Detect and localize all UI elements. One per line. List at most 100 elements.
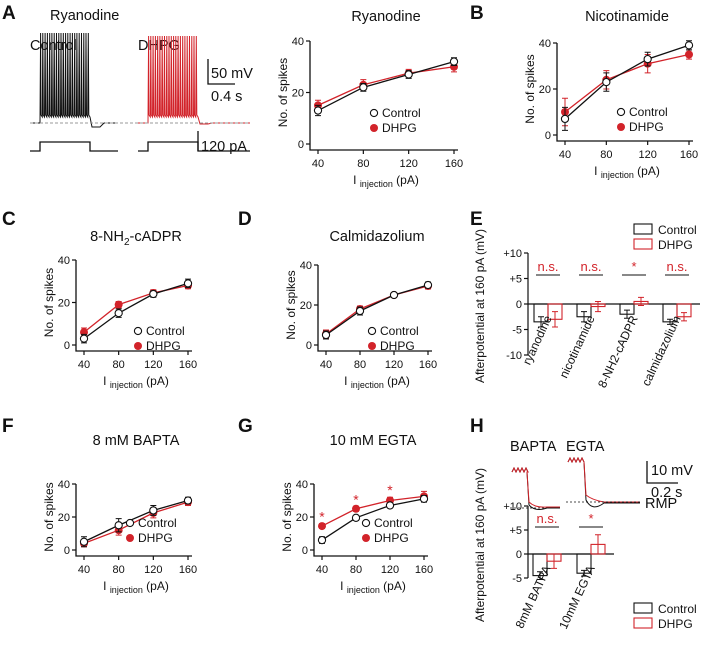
- chart-a-title: Ryanodine: [351, 9, 420, 25]
- chart-a-legend-dhpg: DHPG: [382, 121, 417, 135]
- chart-f-legend-dhpg-marker: [126, 534, 134, 542]
- chart-d-legend-dhpg-marker: [368, 342, 376, 350]
- chart-g-significance-star: *: [387, 482, 393, 498]
- chart-c-xtick-label: 80: [113, 359, 125, 371]
- chart-d-calmidazolium: Calmidazolium 0 20 40 40 80 120 160 No. of spike…: [284, 229, 437, 390]
- chart-h-dhpg-errorbar: [551, 553, 557, 569]
- panel-h-traces: BAPTA EGTA RMP 10 mV 0.2 s: [510, 439, 693, 512]
- chart-c-legend-dhpg-marker: [134, 342, 142, 350]
- chart-d-legend-control-marker: [367, 326, 377, 336]
- chart-h-significance-label: *: [588, 511, 593, 526]
- chart-g-control-point: [419, 494, 429, 503]
- chart-g-legend-dhpg-marker: [362, 534, 370, 542]
- chart-d-legend-dhpg: DHPG: [380, 339, 415, 353]
- egta-dhpg-trace: [567, 456, 640, 503]
- chart-a-xtick-label: 40: [312, 158, 324, 170]
- chart-e-control-errorbar: [667, 318, 673, 325]
- chart-d-control-point: [389, 290, 399, 300]
- panel-letter-c: C: [2, 209, 16, 230]
- chart-e-legend-dhpg: DHPG: [658, 238, 693, 252]
- chart-f-xtick-label: 80: [113, 564, 125, 576]
- chart-a-control-point: [359, 83, 368, 92]
- chart-g-egta: 10 mM EGTA 0 20 40 40 80 120 160 No. of spikes I …: [280, 433, 433, 595]
- chart-d-xtick-label: 160: [419, 359, 437, 371]
- chart-a-control-point: [449, 57, 459, 66]
- chart-a-xtick-label: 160: [445, 158, 463, 170]
- chart-f-title: 8 mM BAPTA: [93, 433, 180, 449]
- rmp-label: RMP: [645, 496, 677, 512]
- chart-g-xtick-label: 80: [350, 564, 362, 576]
- dhpg-voltage-trace: [138, 35, 250, 125]
- chart-c-legend-control: Control: [146, 324, 185, 338]
- chart-c-ytick-label: 40: [58, 255, 70, 267]
- chart-b-xlabel: I injection (pA): [594, 164, 660, 180]
- chart-d-xtick-label: 120: [385, 359, 403, 371]
- chart-h-significance-label: n.s.: [537, 511, 558, 526]
- chart-a-legend-control: Control: [382, 106, 421, 120]
- chart-g-xtick-label: 40: [316, 564, 328, 576]
- chart-b-ylabel: No. of spikes: [523, 54, 537, 123]
- chart-f-bapta: 8 mM BAPTA 0 20 40 40 80 120 160 No. of spikes I …: [42, 433, 197, 595]
- chart-b-ytick-label: 20: [539, 84, 551, 96]
- panel-letter-h: H: [470, 416, 484, 437]
- chart-f-dhpg-line: [83, 501, 189, 545]
- chart-c-ylabel: No. of spikes: [42, 268, 56, 337]
- chart-e-ytick-label: -10: [506, 350, 522, 362]
- bapta-dhpg-trace: [511, 466, 560, 508]
- chart-g-significance-star: *: [319, 509, 325, 525]
- chart-b-xtick-label: 120: [638, 149, 656, 161]
- chart-g-legend-control: Control: [374, 516, 413, 530]
- chart-c-control-point: [79, 334, 89, 343]
- chart-d-ylabel: No. of spikes: [284, 270, 298, 339]
- chart-c-xtick-label: 160: [179, 359, 197, 371]
- chart-e-ytick-label: 0: [516, 299, 522, 311]
- chart-e-category-label: 8-NH2-cADPR: [595, 313, 641, 390]
- chart-g-control-point: [385, 501, 395, 510]
- chart-b-ytick-label: 0: [545, 130, 551, 142]
- chart-d-ytick-label: 20: [300, 300, 312, 312]
- chart-g-control-line: [321, 498, 425, 541]
- chart-f-legend-dhpg: DHPG: [138, 531, 173, 545]
- chart-a-control-point: [313, 106, 323, 115]
- chart-c-control-point: [114, 308, 123, 318]
- chart-d-ytick-label: 0: [306, 340, 312, 352]
- chart-g-xtick-label: 160: [415, 564, 433, 576]
- chart-g-ylabel: No. of spikes: [280, 482, 294, 551]
- chart-c-legend-dhpg: DHPG: [146, 339, 181, 353]
- chart-f-control-point: [149, 506, 158, 515]
- chart-d-title: Calmidazolium: [329, 229, 424, 245]
- chart-d-control-point: [321, 330, 331, 340]
- chart-b-xtick-label: 80: [600, 149, 612, 161]
- chart-b-legend-dhpg: DHPG: [629, 120, 664, 134]
- chart-e-dhpg-errorbar: [595, 300, 601, 313]
- chart-g-title: 10 mM EGTA: [330, 433, 417, 449]
- chart-e-category-label: calmidazolium: [639, 313, 684, 388]
- chart-e-dhpg-errorbar: [552, 311, 558, 328]
- chart-e-dhpg-errorbar: [681, 312, 687, 322]
- chart-d-xtick-label: 40: [320, 359, 332, 371]
- chart-e-legend-control: Control: [658, 223, 697, 237]
- chart-h-dhpg-errorbar: [595, 534, 601, 555]
- chart-f-control-point: [79, 537, 89, 546]
- chart-h-legend-control-swatch: [633, 602, 653, 614]
- chart-a-legend-control-marker: [369, 108, 379, 118]
- chart-e-afterpotential: -10 -5 0 +5 +10 Afterpotential at 160 pA (mV)…: [473, 223, 700, 390]
- chart-g-dhpg-point: [318, 522, 326, 531]
- chart-c-control-point: [183, 279, 193, 288]
- chart-g-significance-star: *: [353, 491, 359, 507]
- chart-e-legend-control-swatch: [633, 223, 653, 235]
- chart-a-dhpg-line: [317, 66, 455, 106]
- chart-g-control-point: [317, 535, 327, 545]
- chart-e-control-errorbar: [538, 316, 544, 328]
- chart-c-control-line: [83, 282, 189, 340]
- chart-e-ytick-label: +5: [509, 274, 522, 286]
- panel-a-trace-title: Ryanodine: [50, 8, 119, 24]
- chart-d-control-point: [355, 306, 365, 316]
- chart-c-control-point: [149, 289, 158, 299]
- chart-f-legend-control: Control: [138, 516, 177, 530]
- control-current-step: [30, 141, 118, 152]
- chart-e-significance-label: *: [631, 259, 636, 274]
- scale-bar-mv-s: [207, 59, 235, 85]
- chart-f-xtick-label: 120: [144, 564, 162, 576]
